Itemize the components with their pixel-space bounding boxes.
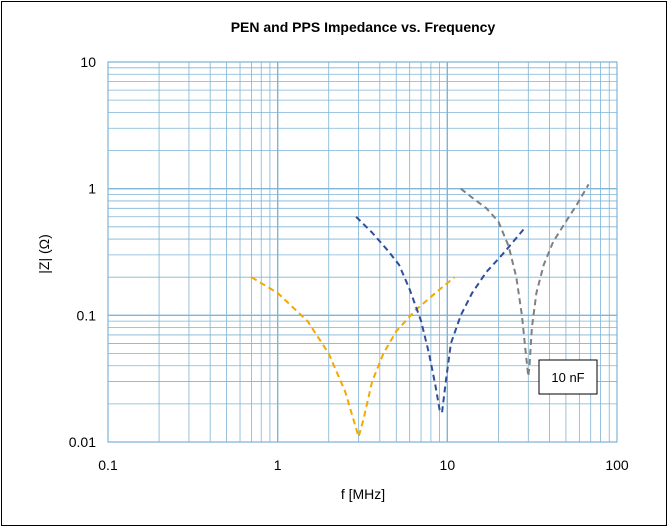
x-tick-label: 100 bbox=[605, 457, 629, 473]
chart-title: PEN and PPS Impedance vs. Frequency bbox=[231, 19, 496, 35]
series-line-3 bbox=[460, 183, 590, 378]
x-tick-label: 10 bbox=[440, 457, 456, 473]
annotation-box: 10 nF bbox=[538, 359, 598, 395]
x-tick-label: 0.1 bbox=[98, 457, 118, 473]
series-line-1 bbox=[250, 276, 456, 438]
y-tick-label: 0.1 bbox=[77, 307, 97, 323]
x-axis-label: f [MHz] bbox=[341, 486, 385, 502]
y-axis-label: |Z| (Ω) bbox=[36, 234, 52, 274]
series-layer bbox=[250, 183, 590, 438]
annotation-label: 10 nF bbox=[551, 370, 584, 385]
y-tick-label: 0.01 bbox=[69, 434, 96, 450]
x-tick-label: 1 bbox=[274, 457, 282, 473]
y-tick-label: 10 bbox=[80, 54, 96, 70]
y-tick-label: 1 bbox=[88, 181, 96, 197]
series-line-2 bbox=[355, 216, 527, 414]
plot-area bbox=[107, 61, 618, 443]
